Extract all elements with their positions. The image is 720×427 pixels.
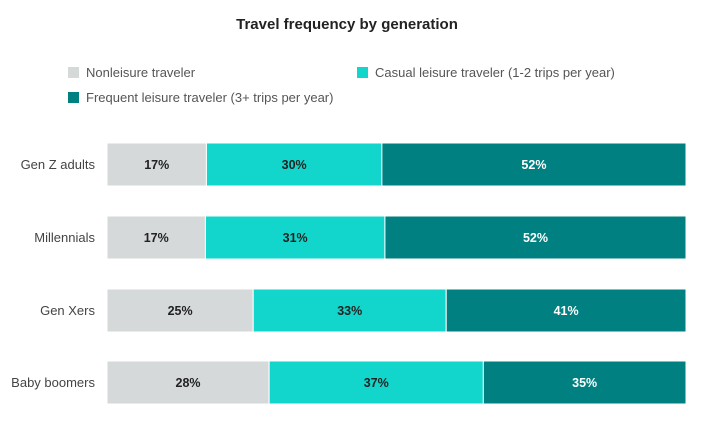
data-label: 33%: [337, 304, 362, 318]
bar-segment: [482, 360, 687, 405]
bar-segment: [445, 288, 687, 333]
bars: 17% 30% 52% 17% 31% 52% 25% 33% 41% 28% 37% 35%: [106, 142, 687, 405]
bar-row: 17% 31% 52%: [106, 215, 687, 260]
data-label: 25%: [168, 304, 193, 318]
legend-swatch: [68, 67, 79, 78]
category-label: Gen Z adults: [21, 157, 96, 172]
legend-item: Casual leisure traveler (1-2 trips per y…: [357, 65, 615, 80]
data-label: 31%: [283, 231, 308, 245]
legend-item: Nonleisure traveler: [68, 65, 196, 80]
data-label: 35%: [572, 376, 597, 390]
bar-segment: [252, 288, 447, 333]
data-label: 52%: [523, 231, 548, 245]
category-labels: Gen Z adults Millennials Gen Xers Baby boom…: [11, 157, 95, 390]
bar-segment: [384, 215, 687, 260]
bar-segment: [106, 288, 254, 333]
bar-segment: [106, 142, 207, 187]
legend-label: Frequent leisure traveler (3+ trips per …: [86, 90, 333, 105]
bar-row: 25% 33% 41%: [106, 288, 687, 333]
bar-row: 28% 37% 35%: [106, 360, 687, 405]
bar-segment: [205, 142, 383, 187]
legend-label: Casual leisure traveler (1-2 trips per y…: [375, 65, 615, 80]
legend-swatch: [357, 67, 368, 78]
category-label: Baby boomers: [11, 375, 95, 390]
data-label: 41%: [554, 304, 579, 318]
data-label: 52%: [521, 158, 546, 172]
bar-segment: [106, 360, 270, 405]
data-label: 17%: [144, 158, 169, 172]
legend-label: Nonleisure traveler: [86, 65, 196, 80]
category-label: Gen Xers: [40, 303, 95, 318]
bar-segment: [204, 215, 386, 260]
data-label: 28%: [176, 376, 201, 390]
legend-swatch: [68, 92, 79, 103]
category-label: Millennials: [34, 230, 95, 245]
bar-row: 17% 30% 52%: [106, 142, 687, 187]
legend: Nonleisure traveler Casual leisure travel…: [68, 65, 615, 105]
legend-item: Frequent leisure traveler (3+ trips per …: [68, 90, 333, 105]
data-label: 37%: [364, 376, 389, 390]
data-label: 17%: [144, 231, 169, 245]
data-label: 30%: [282, 158, 307, 172]
bar-segment: [381, 142, 687, 187]
chart-title: Travel frequency by generation: [236, 16, 458, 33]
